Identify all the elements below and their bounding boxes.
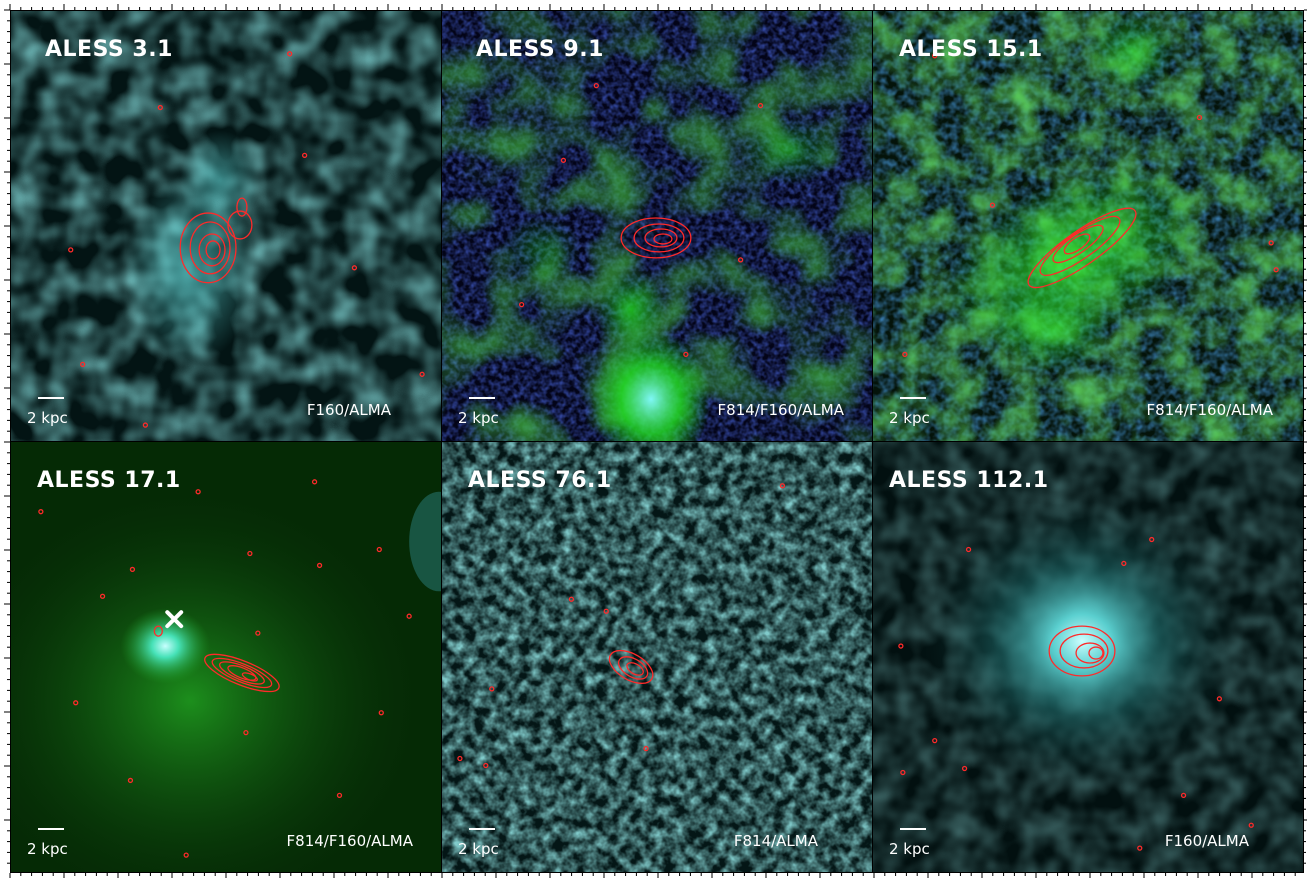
panel-aless-76-1: ALESS 76.1 2 kpc F814/ALMA xyxy=(441,441,873,873)
scale-bar xyxy=(900,828,926,830)
scale-bar xyxy=(38,828,64,830)
image-aless-112-1 xyxy=(873,442,1303,872)
scale-bar xyxy=(469,397,495,399)
panel-title: ALESS 76.1 xyxy=(468,468,612,493)
band-label: F814/F160/ALMA xyxy=(1146,401,1273,419)
panel-aless-17-1: ALESS 17.1 2 kpc F814/F160/ALMA xyxy=(10,441,442,873)
scale-label: 2 kpc xyxy=(27,409,68,427)
contour-group xyxy=(457,483,786,769)
band-label: F814/ALMA xyxy=(733,832,818,850)
scale-bar xyxy=(38,397,64,399)
contour-group xyxy=(898,536,1254,851)
band-label: F814/F160/ALMA xyxy=(717,401,844,419)
band-label: F814/F160/ALMA xyxy=(286,832,413,850)
scale-label: 2 kpc xyxy=(889,409,930,427)
image-aless-17-1 xyxy=(11,442,441,872)
contour-group xyxy=(38,479,412,858)
image-aless-9-1 xyxy=(442,11,872,441)
scale-bar xyxy=(469,828,495,830)
scale-bar xyxy=(900,397,926,399)
x-marker-icon xyxy=(165,610,184,629)
panel-title: ALESS 9.1 xyxy=(476,37,604,62)
image-aless-15-1 xyxy=(873,11,1303,441)
panel-title: ALESS 15.1 xyxy=(899,37,1043,62)
contour-group xyxy=(902,53,1279,358)
scale-label: 2 kpc xyxy=(458,409,499,427)
panel-aless-9-1: ALESS 9.1 2 kpc F814/F160/ALMA xyxy=(441,10,873,442)
image-aless-76-1 xyxy=(442,442,872,872)
panel-aless-15-1: ALESS 15.1 2 kpc F814/F160/ALMA xyxy=(872,10,1304,442)
panel-title: ALESS 112.1 xyxy=(889,468,1049,493)
scale-label: 2 kpc xyxy=(889,840,930,858)
panel-aless-112-1: ALESS 112.1 2 kpc F160/ALMA xyxy=(872,441,1304,873)
panel-title: ALESS 17.1 xyxy=(37,468,181,493)
band-label: F160/ALMA xyxy=(306,401,391,419)
scale-label: 2 kpc xyxy=(458,840,499,858)
contour-group xyxy=(518,83,764,358)
scale-label: 2 kpc xyxy=(27,840,68,858)
contour-group xyxy=(68,51,425,428)
panel-aless-3-1: ALESS 3.1 2 kpc F160/ALMA xyxy=(10,10,442,442)
panel-title: ALESS 3.1 xyxy=(45,37,173,62)
band-label: F160/ALMA xyxy=(1164,832,1249,850)
image-aless-3-1 xyxy=(11,11,441,441)
